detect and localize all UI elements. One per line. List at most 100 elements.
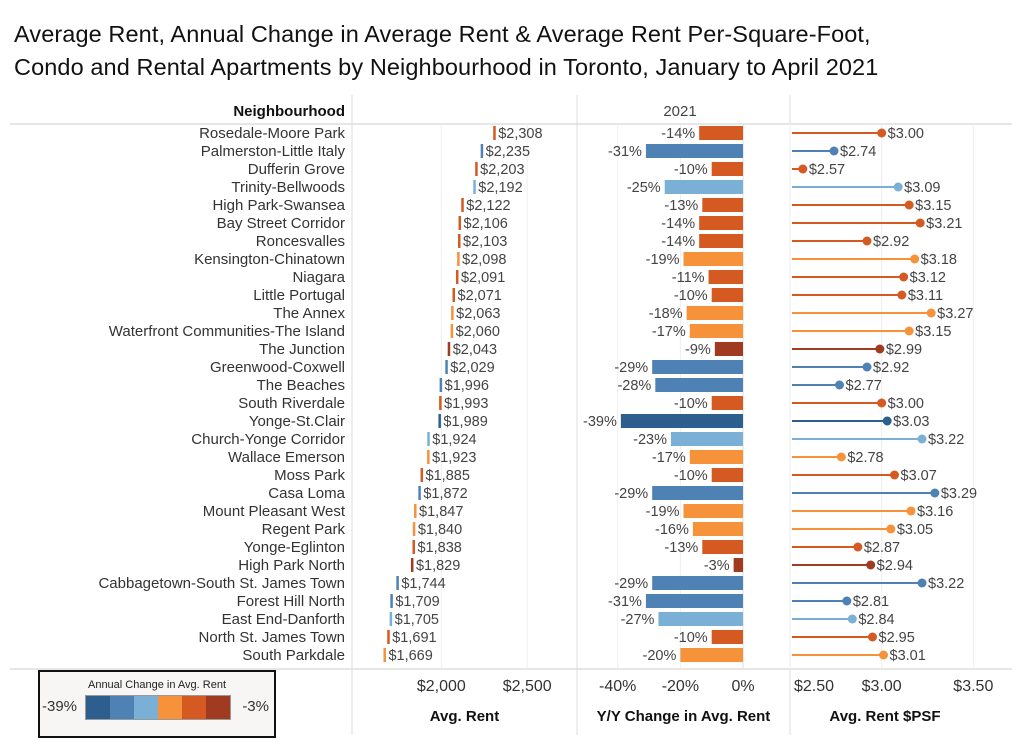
avg-rent-label: $1,669 xyxy=(388,648,432,664)
legend-swatch xyxy=(158,696,182,719)
avg-rent-label: $1,705 xyxy=(395,612,439,628)
avg-rent-tick xyxy=(390,594,393,608)
tick-label: $3.50 xyxy=(953,678,993,695)
psf-label: $2.92 xyxy=(873,360,909,376)
avg-rent-label: $2,122 xyxy=(466,198,510,214)
yoy-bar xyxy=(708,270,744,284)
yoy-label: -9% xyxy=(685,342,711,358)
yoy-bar xyxy=(699,126,744,140)
category-label: Yonge-St.Clair xyxy=(249,413,345,430)
category-label: Roncesvalles xyxy=(256,233,345,250)
legend-swatch xyxy=(134,696,158,719)
avg-rent-tick xyxy=(455,270,459,284)
yoy-bar xyxy=(645,594,744,608)
psf-label: $3.01 xyxy=(890,648,926,664)
avg-rent-label: $2,203 xyxy=(480,162,524,178)
yoy-bar xyxy=(652,576,744,590)
avg-rent-label: $2,091 xyxy=(461,270,505,286)
rows: Rosedale-Moore Park $2,308 -14% $3.00 Palmer… xyxy=(98,125,977,664)
avg-rent-tick xyxy=(458,234,461,248)
tick-label: $3.00 xyxy=(862,678,902,695)
psf-label: $3.05 xyxy=(897,522,933,538)
psf-label: $3.00 xyxy=(888,126,924,142)
yoy-bar xyxy=(702,198,744,212)
avg-rent-tick xyxy=(452,288,456,302)
psf-label: $3.11 xyxy=(908,288,943,304)
yoy-label: -17% xyxy=(652,324,686,340)
yoy-bar xyxy=(683,504,744,518)
category-label: Greenwood-Coxwell xyxy=(210,359,345,376)
avg-rent-tick xyxy=(450,324,454,338)
category-label: Palmerston-Little Italy xyxy=(201,143,346,160)
avg-rent-tick xyxy=(461,198,464,212)
yoy-label: -28% xyxy=(617,378,651,394)
chart-title: Average Rent, Annual Change in Average R… xyxy=(14,18,878,84)
title-line-2: Condo and Rental Apartments by Neighbour… xyxy=(14,54,879,80)
yoy-label: -13% xyxy=(664,198,698,214)
yoy-bar xyxy=(670,432,744,446)
yoy-label: -13% xyxy=(664,540,698,556)
psf-label: $2.78 xyxy=(847,450,883,466)
yoy-label: -10% xyxy=(674,396,708,412)
psf-label: $2.92 xyxy=(873,234,909,250)
yoy-bar xyxy=(699,216,744,230)
category-label: Rosedale-Moore Park xyxy=(199,125,345,142)
category-label: The Annex xyxy=(273,305,345,322)
yoy-bar xyxy=(711,162,744,176)
avg-rent-tick xyxy=(447,342,451,356)
tick-label: -20% xyxy=(662,678,699,695)
category-label: Bay Street Corridor xyxy=(217,215,345,232)
category-label: Niagara xyxy=(292,269,345,286)
avg-rent-tick xyxy=(438,414,441,428)
psf-label: $3.00 xyxy=(888,396,924,412)
psf-dot xyxy=(904,200,914,210)
psf-label: $3.03 xyxy=(893,414,929,430)
category-label: Moss Park xyxy=(274,467,345,484)
avg-rent-tick xyxy=(445,360,448,374)
row-header: Neighbourhood xyxy=(233,103,345,120)
legend-min-label: -39% xyxy=(42,698,78,715)
legend-swatch xyxy=(206,696,230,719)
legend-swatch xyxy=(182,696,206,719)
avg-rent-label: $2,106 xyxy=(464,216,508,232)
psf-dot xyxy=(853,542,863,552)
psf-dot xyxy=(868,632,877,642)
avg-rent-tick xyxy=(458,216,462,230)
avg-rent-label: $1,996 xyxy=(445,378,489,394)
yoy-label: -23% xyxy=(633,432,667,448)
yoy-label: -29% xyxy=(614,486,648,502)
category-label: South Parkdale xyxy=(242,647,345,664)
category-label: Cabbagetown-South St. James Town xyxy=(98,575,345,592)
yoy-label: -29% xyxy=(614,360,648,376)
psf-label: $3.15 xyxy=(915,324,951,340)
psf-label: $2.77 xyxy=(846,378,882,394)
yoy-label: -10% xyxy=(674,162,708,178)
yoy-bar xyxy=(655,378,744,392)
tick-label: $2,500 xyxy=(503,678,552,695)
yoy-label: -3% xyxy=(704,558,730,574)
psf-label: $3.15 xyxy=(915,198,951,214)
avg-rent-tick xyxy=(387,630,390,644)
avg-rent-label: $1,840 xyxy=(418,522,462,538)
avg-rent-tick xyxy=(396,576,399,590)
yoy-label: -17% xyxy=(652,450,686,466)
yoy-bar xyxy=(711,630,744,644)
tick-label: $2,000 xyxy=(417,678,466,695)
avg-rent-label: $1,847 xyxy=(419,504,463,520)
yoy-label: -16% xyxy=(655,522,689,538)
psf-dot xyxy=(917,578,927,588)
legend-swatches xyxy=(85,695,231,720)
avg-rent-label: $1,924 xyxy=(432,432,476,448)
psf-label: $2.74 xyxy=(840,144,876,160)
category-label: Dufferin Grove xyxy=(248,161,345,178)
psf-label: $2.94 xyxy=(877,558,913,574)
yoy-label: -10% xyxy=(674,288,708,304)
avg-rent-label: $2,029 xyxy=(450,360,494,376)
psf-dot xyxy=(866,560,876,570)
psf-dot xyxy=(877,398,887,408)
yoy-bar xyxy=(683,252,744,266)
yoy-bar xyxy=(733,558,744,572)
psf-label: $3.22 xyxy=(928,432,964,448)
grid xyxy=(10,95,1012,735)
